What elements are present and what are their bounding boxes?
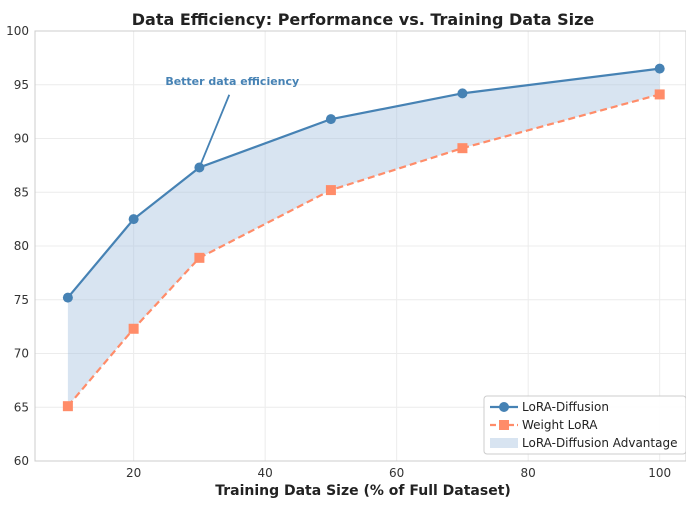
weight-lora-point [654, 89, 665, 100]
weight-lora-point [194, 252, 205, 263]
annotation-text: Better data efficiency [165, 75, 299, 88]
y-tick-label: 90 [14, 132, 29, 146]
weight-lora-point [128, 323, 139, 334]
legend-weight-lora-label: Weight LoRA [522, 418, 598, 432]
legend: LoRA-Diffusion Weight LoRA LoRA-Diffusion … [483, 395, 686, 455]
y-tick-label: 70 [14, 347, 29, 361]
legend-advantage-label: LoRA-Diffusion Advantage [522, 436, 677, 450]
legend-advantage-swatch [490, 438, 518, 448]
y-tick-label: 80 [14, 239, 29, 253]
annotation-arrow [198, 94, 231, 168]
y-tick-label: 100 [6, 24, 29, 38]
lora-diffusion-point [62, 292, 73, 303]
advantage-fill-layer [67, 68, 660, 407]
y-tick-label: 95 [14, 78, 29, 92]
plot-frame [34, 30, 686, 462]
legend-lora-diffusion-marker [499, 402, 509, 412]
chart-title: Data Efficiency: Performance vs. Trainin… [132, 10, 595, 29]
lora-diffusion-point [128, 214, 139, 225]
x-axis-label: Training Data Size (% of Full Dataset) [215, 483, 511, 499]
legend-weight-lora-marker [499, 420, 509, 430]
tick-layer: 60 65 70 75 80 85 90 95 100 20 40 60 80 100 [6, 24, 671, 480]
y-tick-label: 65 [14, 400, 29, 414]
x-tick-label: 20 [126, 466, 141, 480]
legend-lora-diffusion-label: LoRA-Diffusion [522, 400, 609, 414]
y-tick-label: 75 [14, 293, 29, 307]
legend-box [483, 395, 686, 455]
y-tick-label: 85 [14, 185, 29, 199]
y-tick-label: 60 [14, 454, 29, 468]
grid [35, 30, 686, 462]
x-tick-label: 80 [521, 466, 536, 480]
x-tick-label: 60 [389, 466, 404, 480]
lora-diffusion-point [325, 114, 336, 125]
advantage-fill-area [67, 68, 660, 407]
weight-lora-point [62, 401, 73, 412]
weight-lora-point [457, 143, 468, 154]
x-tick-label: 40 [258, 466, 273, 480]
lora-diffusion-point [654, 63, 665, 74]
annotation-layer: Better data efficiency [165, 75, 299, 168]
weight-lora-point [325, 185, 336, 196]
weight-lora-line [67, 93, 660, 407]
x-tick-label: 100 [648, 466, 671, 480]
lora-diffusion-line [67, 67, 660, 299]
lora-diffusion-point [457, 88, 468, 99]
